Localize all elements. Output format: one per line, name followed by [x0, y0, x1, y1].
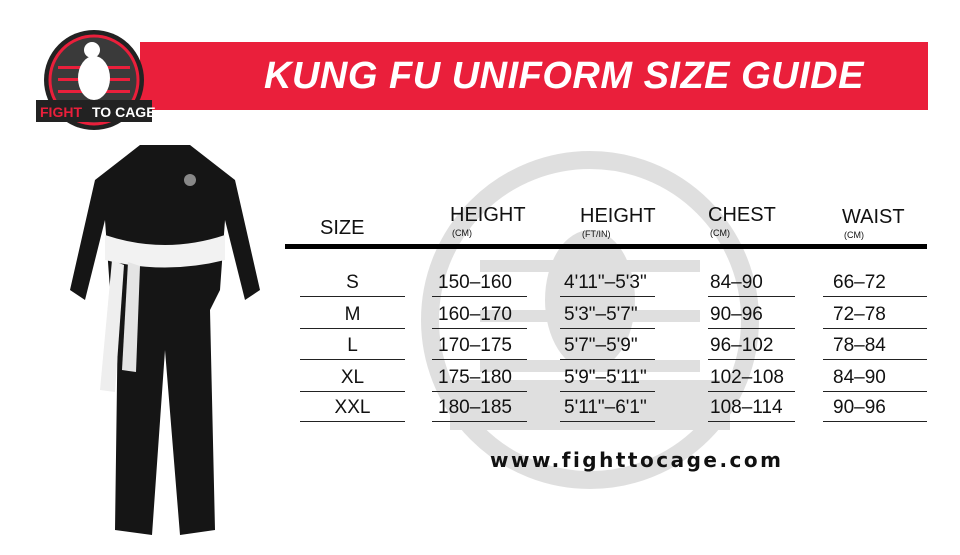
header-divider — [285, 244, 927, 249]
table-cell: XXL — [300, 397, 405, 422]
table-cell: 90–96 — [708, 304, 795, 329]
table-cell: 175–180 — [432, 367, 527, 392]
kung-fu-uniform-image — [70, 145, 260, 535]
table-cell: S — [300, 272, 405, 297]
table-cell: 5'11"–6'1" — [560, 397, 655, 422]
table-cell: 96–102 — [708, 335, 795, 360]
svg-text:TO CAGE: TO CAGE — [92, 104, 156, 120]
header-unit: (FT/IN) — [582, 229, 611, 239]
table-cell: 102–108 — [708, 367, 795, 392]
table-cell: 170–175 — [432, 335, 527, 360]
header-height-ftin: HEIGHT (FT/IN) — [580, 206, 656, 239]
table-cell: M — [300, 304, 405, 329]
table-cell: XL — [300, 367, 405, 392]
header-label: HEIGHT — [450, 204, 526, 226]
header-height-cm: HEIGHT (CM) — [450, 205, 526, 238]
header-label: HEIGHT — [580, 205, 656, 227]
svg-text:FIGHT: FIGHT — [40, 104, 82, 120]
table-cell: 150–160 — [432, 272, 527, 297]
website-url: www.fighttocage.com — [490, 448, 784, 472]
header-size: SIZE — [320, 218, 364, 238]
table-cell: 180–185 — [432, 397, 527, 422]
table-cell: 4'11"–5'3" — [560, 272, 655, 297]
title-banner: KUNG FU UNIFORM SIZE GUIDE — [140, 42, 928, 110]
table-cell: 5'3"–5'7" — [560, 304, 655, 329]
header-unit: (CM) — [452, 228, 472, 238]
header-unit: (CM) — [710, 228, 730, 238]
header-waist: WAIST (CM) — [842, 207, 905, 240]
header-unit: (CM) — [844, 230, 864, 240]
table-cell: 5'9"–5'11" — [560, 367, 655, 392]
header-label: SIZE — [320, 217, 365, 239]
table-cell: 78–84 — [823, 335, 927, 360]
header-chest: CHEST (CM) — [708, 205, 776, 238]
table-cell: 72–78 — [823, 304, 927, 329]
table-cell: 5'7"–5'9" — [560, 335, 655, 360]
table-cell: 160–170 — [432, 304, 527, 329]
table-cell: 84–90 — [708, 272, 795, 297]
table-cell: 108–114 — [708, 397, 795, 422]
watermark-logo — [421, 151, 759, 489]
page-title: KUNG FU UNIFORM SIZE GUIDE — [264, 55, 864, 97]
header-label: WAIST — [842, 206, 905, 228]
table-cell: 84–90 — [823, 367, 927, 392]
header-label: CHEST — [708, 204, 776, 226]
table-cell: 66–72 — [823, 272, 927, 297]
table-cell: L — [300, 335, 405, 360]
fight-to-cage-logo: FIGHT TO CAGE — [36, 30, 156, 130]
table-cell: 90–96 — [823, 397, 927, 422]
